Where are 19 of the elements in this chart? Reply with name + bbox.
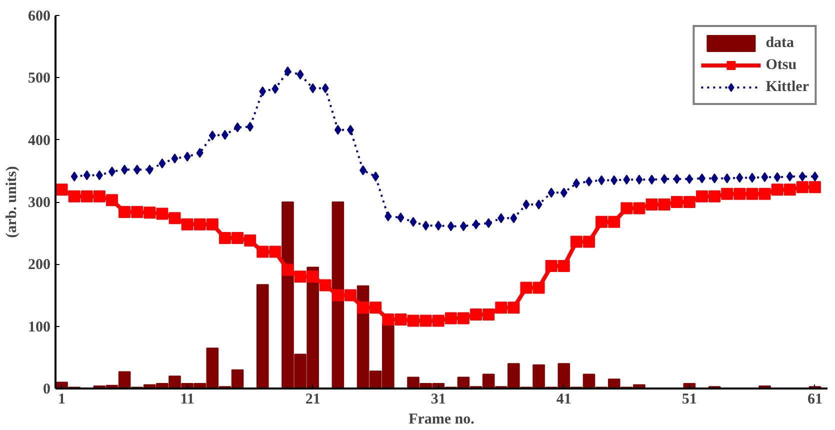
legend-label: data — [766, 34, 794, 52]
y-tick-label: 100 — [28, 319, 50, 336]
x-tick-label: 31 — [430, 392, 446, 408]
x-tick-label: 41 — [556, 392, 572, 408]
legend-label: Kittler — [766, 78, 809, 96]
x-tick-label: 51 — [682, 392, 697, 408]
y-tick-label: 600 — [28, 8, 50, 24]
legend-label: Otsu — [766, 56, 797, 74]
y-tick-label: 500 — [28, 70, 50, 87]
y-tick-label: 200 — [28, 257, 50, 274]
y-tick-label: 0 — [43, 382, 50, 398]
x-axis-title: Frame no. — [408, 412, 475, 428]
y-tick-label: 400 — [28, 132, 50, 149]
y-axis-title: (arb. units) — [4, 166, 20, 238]
x-tick-label: 1 — [58, 392, 66, 408]
x-tick-label: 61 — [807, 392, 822, 408]
x-tick-label: 21 — [305, 392, 320, 408]
y-tick-label: 300 — [28, 195, 50, 211]
x-tick-label: 11 — [180, 392, 194, 408]
